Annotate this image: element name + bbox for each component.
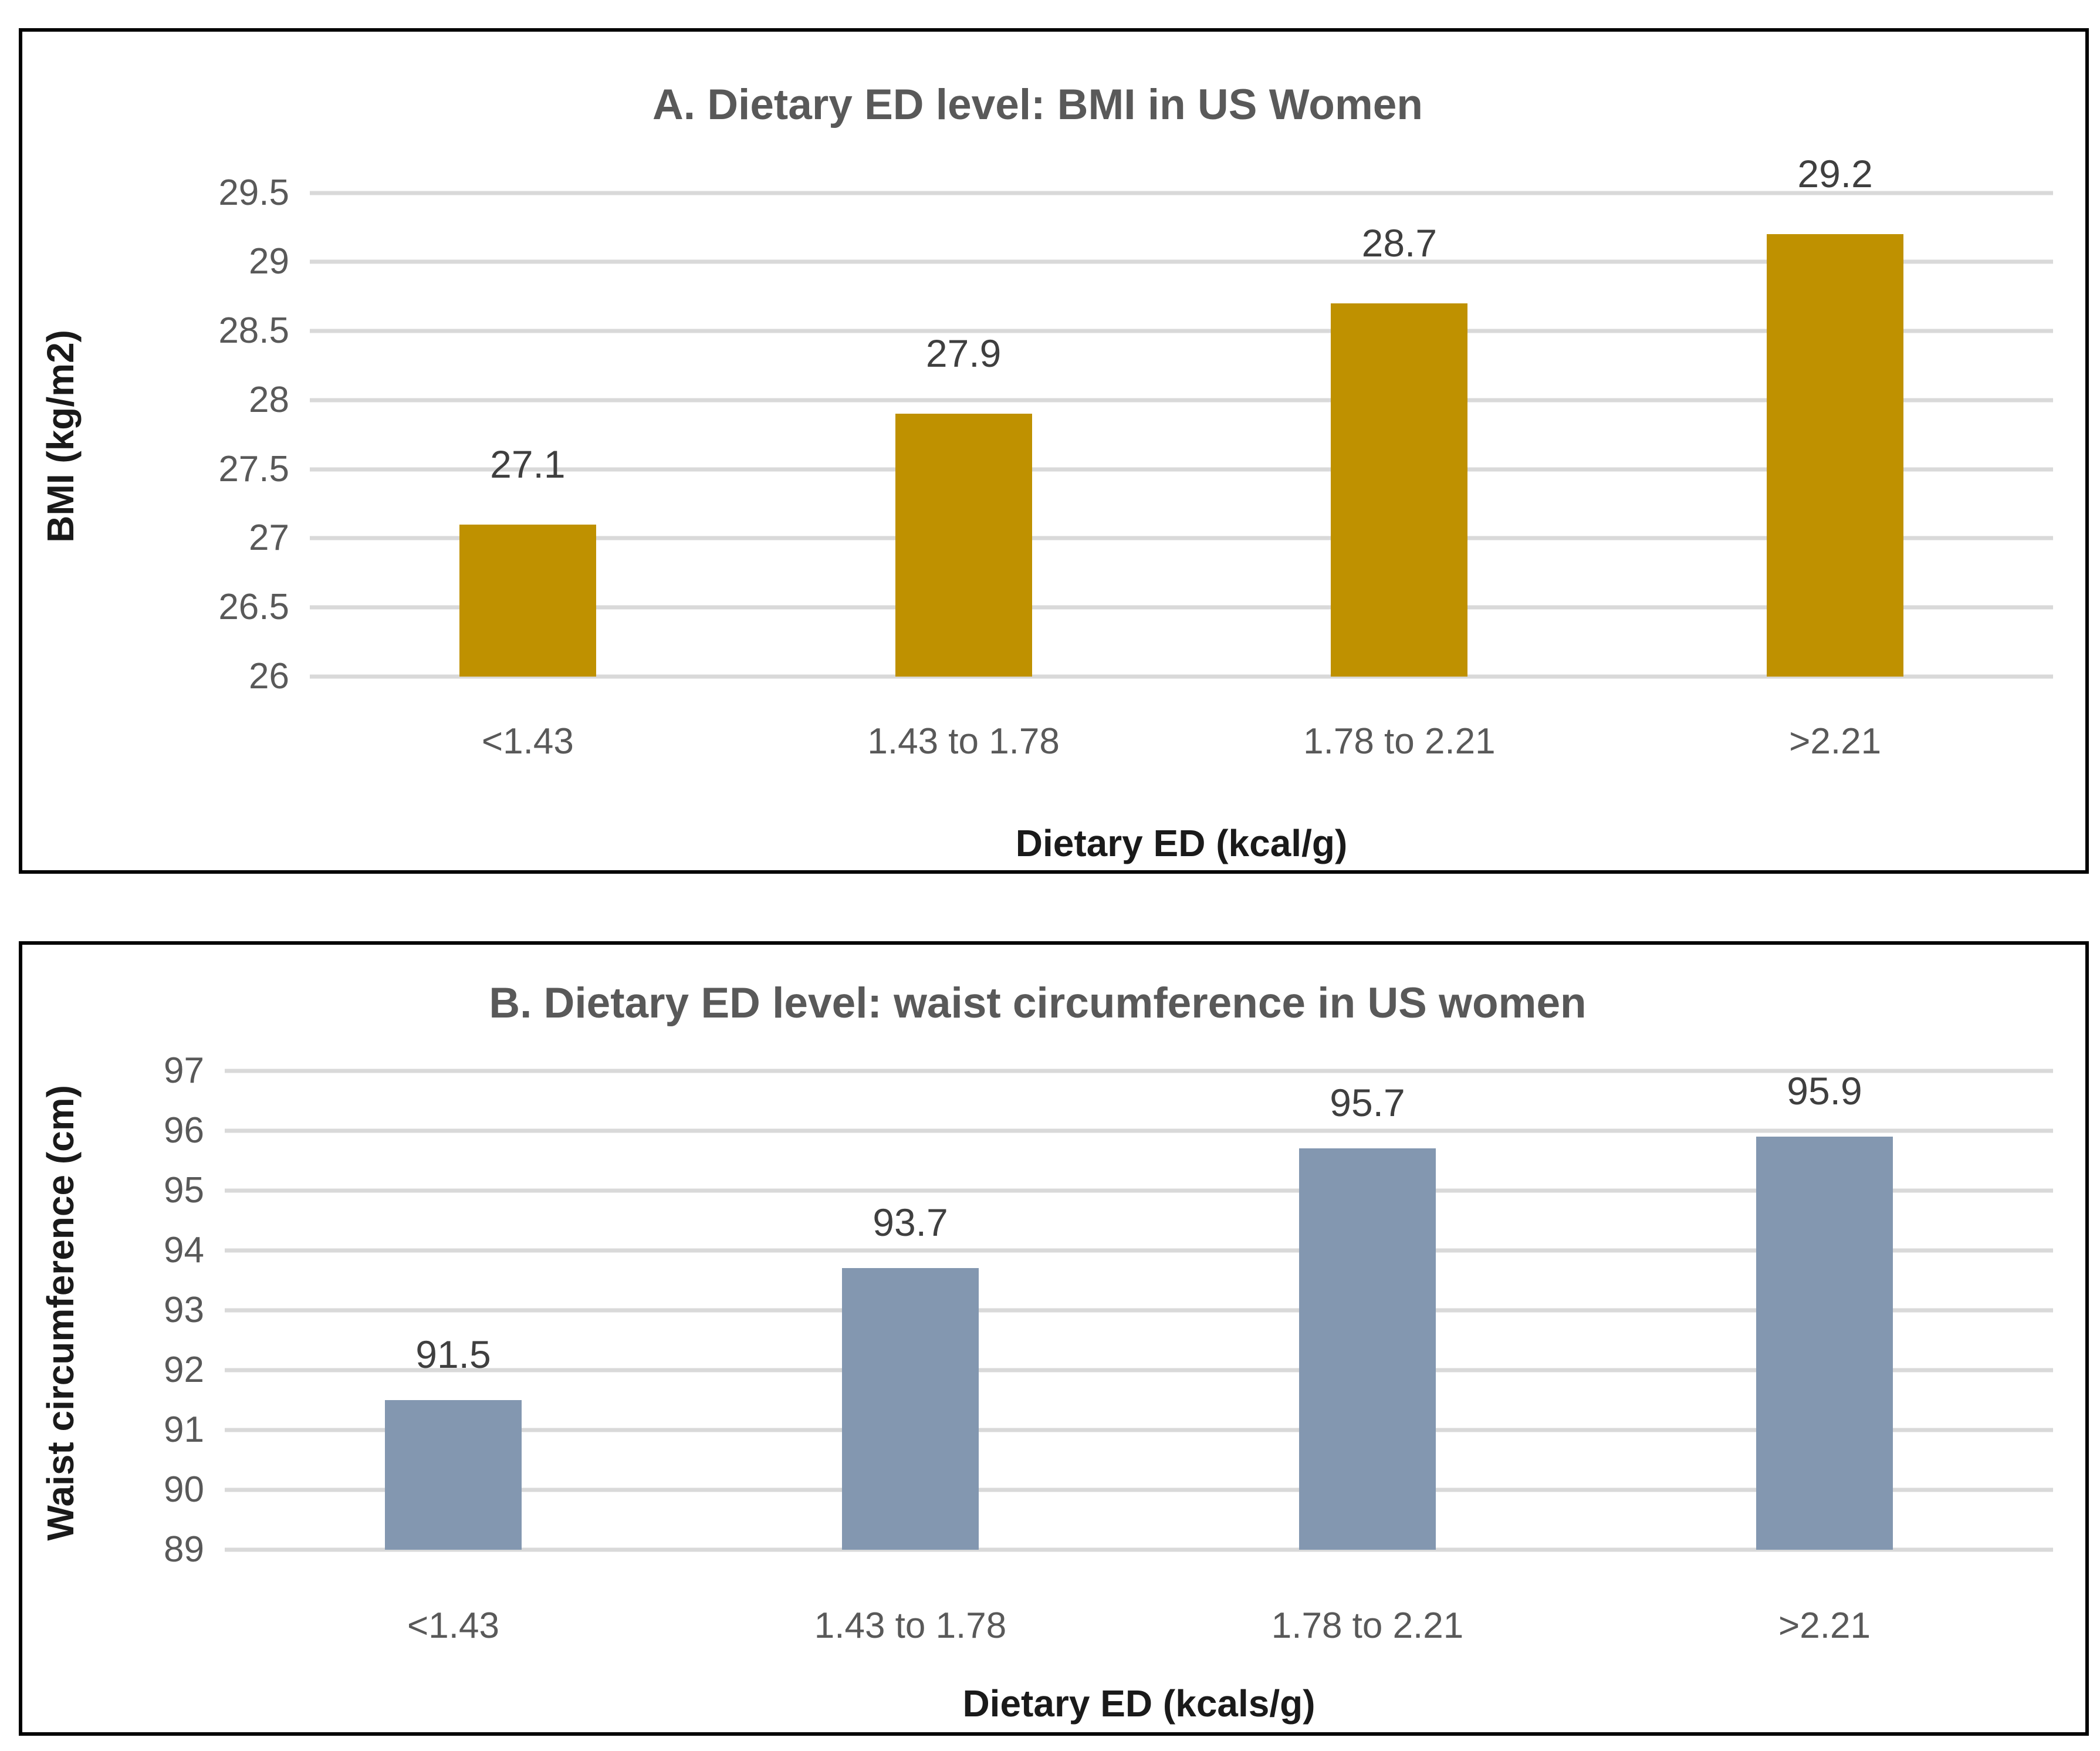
x-tick-label: 1.78 to 2.21: [1271, 1605, 1464, 1646]
x-axis-ticks: <1.43 1.43 to 1.78 1.78 to 2.21 >2.21: [310, 719, 2053, 767]
gridline: [225, 1069, 2053, 1073]
y-tick-label: 96: [164, 1110, 204, 1151]
y-tick-label: 27.5: [218, 448, 289, 489]
y-axis-title: Waist circumference (cm): [39, 1084, 82, 1541]
x-tick-label: >2.21: [1789, 721, 1882, 762]
bar-slot: 29.2: [1617, 154, 2053, 677]
gridline: [225, 1248, 2053, 1253]
y-tick-label: 91: [164, 1409, 204, 1450]
bar-<1.43: [385, 1400, 522, 1550]
y-tick-label: 28.5: [218, 310, 289, 351]
gridline: [225, 1128, 2053, 1133]
x-tick-label: 1.43 to 1.78: [814, 1605, 1007, 1646]
bar-slot: 27.9: [746, 193, 1182, 677]
bar-slot: 95.9: [1596, 1071, 2053, 1550]
y-tick-label: 95: [164, 1169, 204, 1211]
gridline: [310, 329, 2053, 333]
gridline: [310, 605, 2053, 610]
bar-value-label: 91.5: [415, 1332, 491, 1376]
bar-slot: 28.7: [1182, 193, 1618, 677]
chart-panel-b: B. Dietary ED level: waist circumference…: [19, 941, 2089, 1736]
y-axis-title: BMI (kg/m2): [39, 330, 82, 543]
x-tick-label: <1.43: [481, 721, 574, 762]
bar->2.21: [1756, 1136, 1893, 1550]
bar-slot: 91.5: [225, 1071, 682, 1550]
bar-<1.43: [459, 524, 596, 677]
bar-slot: 93.7: [682, 1071, 1139, 1550]
gridline: [225, 1488, 2053, 1492]
bar-slot: 95.7: [1139, 1071, 1596, 1550]
y-tick-label: 26: [249, 655, 289, 697]
gridline: [310, 467, 2053, 472]
bar-value-label: 95.9: [1787, 1069, 1862, 1113]
bar-1.78 to 2.21: [1299, 1148, 1436, 1550]
gridline: [225, 1547, 2053, 1552]
x-tick-label: 1.43 to 1.78: [867, 721, 1060, 762]
bar-value-label: 28.7: [1361, 221, 1438, 265]
bar-value-label: 27.1: [490, 442, 566, 486]
y-tick-label: 29.5: [218, 172, 289, 213]
gridline: [310, 674, 2053, 679]
bar->2.21: [1767, 234, 1904, 677]
x-tick-label: >2.21: [1778, 1605, 1871, 1646]
x-tick-label: <1.43: [407, 1605, 499, 1646]
bar-value-label: 93.7: [873, 1201, 948, 1245]
gridline: [225, 1368, 2053, 1373]
gridline: [310, 398, 2053, 403]
bar-slot: 27.1: [310, 193, 746, 677]
y-tick-label: 27: [249, 518, 289, 559]
y-tick-label: 92: [164, 1349, 204, 1390]
gridline: [310, 536, 2053, 540]
bar-1.78 to 2.21: [1331, 303, 1468, 677]
x-axis-title: Dietary ED (kcals/g): [962, 1682, 1316, 1725]
y-tick-label: 28: [249, 379, 289, 420]
y-axis-ticks: 26 26.5 27 27.5 28 28.5 29 29.5: [99, 174, 310, 694]
gridline: [310, 191, 2053, 195]
y-axis-ticks: 89 90 91 92 93 94 95 96 97: [99, 1052, 225, 1567]
plot-area: 91.5 93.7 95.7 95.9: [225, 1069, 2053, 1552]
x-axis-title: Dietary ED (kcal/g): [1015, 822, 1348, 865]
x-axis-ticks: <1.43 1.43 to 1.78 1.78 to 2.21 >2.21: [225, 1604, 2053, 1653]
y-tick-label: 97: [164, 1050, 204, 1091]
gridline: [225, 1308, 2053, 1313]
y-tick-label: 29: [249, 241, 289, 282]
bar-value-label: 95.7: [1330, 1081, 1405, 1125]
gridline: [225, 1428, 2053, 1432]
y-tick-label: 89: [164, 1529, 204, 1570]
y-tick-label: 93: [164, 1289, 204, 1330]
chart-title: A. Dietary ED level: BMI in US Women: [652, 81, 1423, 129]
plot-area: 27.1 27.9 28.7 29.2: [310, 154, 2053, 679]
y-tick-label: 90: [164, 1469, 204, 1510]
bar-1.43 to 1.78: [895, 414, 1032, 677]
bar-value-label: 27.9: [925, 332, 1002, 376]
gridline: [310, 259, 2053, 264]
chart-panel-a: A. Dietary ED level: BMI in US Women BMI…: [19, 28, 2089, 874]
y-tick-label: 26.5: [218, 587, 289, 628]
x-tick-label: 1.78 to 2.21: [1303, 721, 1496, 762]
gridline: [225, 1188, 2053, 1193]
bar-value-label: 29.2: [1797, 152, 1873, 196]
chart-title: B. Dietary ED level: waist circumference…: [489, 979, 1587, 1027]
bar-1.43 to 1.78: [842, 1268, 979, 1550]
y-tick-label: 94: [164, 1229, 204, 1270]
